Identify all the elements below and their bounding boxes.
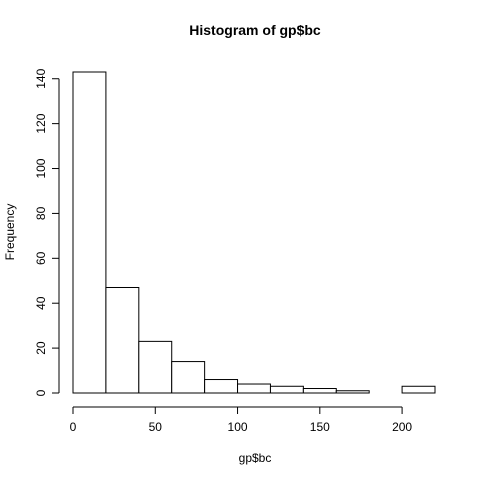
y-axis-label: Frequency [3, 204, 17, 261]
x-tick-label: 150 [310, 420, 330, 434]
x-axis: 0 50 100 150 200 [70, 406, 412, 434]
y-tick-label: 40 [34, 296, 48, 310]
y-tick-label: 140 [34, 68, 48, 88]
x-tick-label: 50 [149, 420, 163, 434]
histogram-bar [269, 385, 304, 394]
histogram-bar [237, 383, 271, 394]
y-tick-label: 100 [34, 158, 48, 178]
bars-group [72, 71, 436, 394]
y-tick-label: 60 [34, 251, 48, 265]
y-axis: 0 20 40 60 80 100 120 140 [34, 68, 60, 396]
histogram-bar [335, 390, 370, 394]
histogram-bar [401, 385, 436, 394]
x-tick-label: 0 [70, 420, 77, 434]
x-tick-label: 100 [228, 420, 248, 434]
histogram-bar [171, 361, 206, 394]
histogram-bar [105, 286, 140, 394]
histogram-bar [138, 340, 173, 394]
x-axis-label: gp$bc [239, 451, 272, 465]
histogram-bar [72, 71, 107, 394]
histogram-bar [204, 379, 239, 394]
y-tick-label: 0 [34, 389, 48, 396]
y-tick-label: 120 [34, 113, 48, 133]
y-tick-label: 20 [34, 341, 48, 355]
chart-title: Histogram of gp$bc [189, 22, 321, 38]
x-tick-label: 200 [392, 420, 412, 434]
y-tick-label: 80 [34, 206, 48, 220]
histogram-bar [302, 388, 337, 394]
